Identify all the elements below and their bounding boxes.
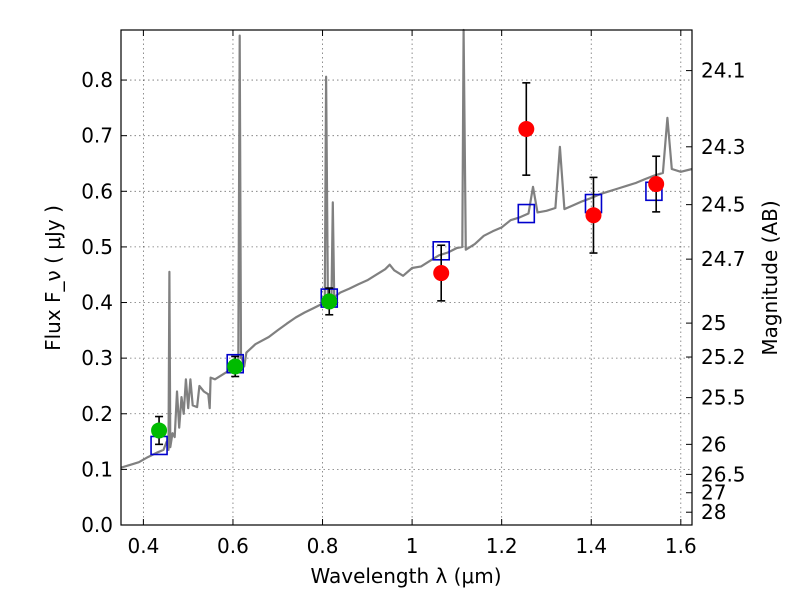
model-photometry-square <box>517 203 536 224</box>
x-tick-label: 1.4 <box>575 534 607 558</box>
right-axis-label: Magnitude (AB) <box>758 200 782 355</box>
y-tick-label: 0.4 <box>81 291 113 315</box>
right-tick-label: 24.7 <box>701 247 746 271</box>
y-axis-label: Flux F_ν ( μJy ) <box>41 205 65 351</box>
measurement-point <box>585 207 602 224</box>
x-tick-label: 0.6 <box>217 534 249 558</box>
right-tick-label: 24.3 <box>701 135 746 159</box>
y-tick-label: 0.2 <box>81 402 113 426</box>
right-tick-label: 25.2 <box>701 345 746 369</box>
y-tick-label: 0.5 <box>81 235 113 259</box>
grid-layer <box>121 30 692 526</box>
measurement-point <box>648 176 665 193</box>
error-bar-layer <box>155 82 661 446</box>
spectrum-line <box>120 28 693 469</box>
right-tick-label: 25 <box>701 311 726 335</box>
detection-point <box>321 293 338 310</box>
x-tick-label: 1 <box>406 534 419 558</box>
x-tick-label: 1.2 <box>486 534 518 558</box>
detection-point <box>151 422 168 439</box>
x-axis-label: Wavelength λ (μm) <box>310 564 501 588</box>
y-tick-label: 0.1 <box>81 457 113 481</box>
y-tick-label: 0.7 <box>81 124 113 148</box>
right-tick-label: 26.5 <box>701 462 746 486</box>
spectrum-layer <box>120 28 693 469</box>
right-tick-label: 24.1 <box>701 59 746 83</box>
right-tick-label: 26 <box>701 432 726 456</box>
x-axis-ticks: 0.4 0.6 0.8 1 1.2 1.4 1.6 <box>127 30 697 558</box>
y-tick-label: 0.8 <box>81 68 113 92</box>
x-tick-label: 0.8 <box>307 534 339 558</box>
x-tick-label: 0.4 <box>127 534 159 558</box>
x-tick-label: 1.6 <box>665 534 697 558</box>
y-tick-label: 0.0 <box>81 513 113 537</box>
measurement-point <box>518 121 535 137</box>
detection-point <box>227 358 244 375</box>
y-tick-label: 0.6 <box>81 179 113 203</box>
y-axis-ticks: 0.0 0.1 0.2 0.3 0.4 0.5 0.6 0.7 0.8 <box>81 68 127 537</box>
measurement-point <box>433 265 450 282</box>
plot-frame <box>120 29 693 526</box>
right-tick-label: 28 <box>701 500 726 524</box>
y-tick-label: 0.3 <box>81 346 113 370</box>
right-tick-label: 25.5 <box>701 386 746 410</box>
data-point-layer <box>151 121 665 439</box>
right-tick-label: 24.5 <box>701 193 746 217</box>
right-tick-label: 27 <box>701 481 726 505</box>
